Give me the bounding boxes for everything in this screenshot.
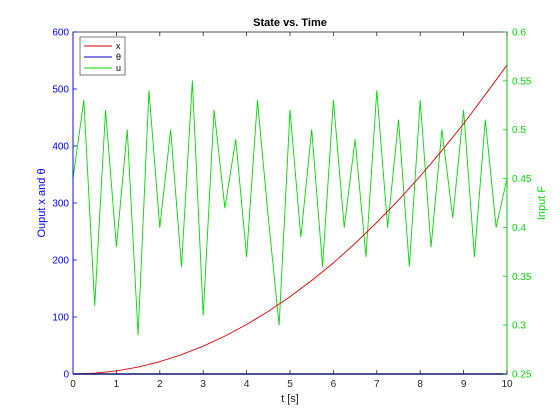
- plot-area: [73, 32, 507, 374]
- legend-label-theta: θ: [116, 52, 121, 62]
- left-axis-label: Ouput x and θ: [36, 168, 48, 237]
- legend: x θ u: [79, 36, 126, 76]
- series-u-line: [72, 80, 508, 336]
- x-tick-label: 6: [331, 379, 337, 390]
- series-x-line: [72, 64, 508, 375]
- x-axis-ticks: 0 1 2 3 4 5 6 7 8 9 10: [70, 32, 513, 390]
- right-y-tick-label: 0.4: [512, 223, 526, 234]
- legend-label-u: u: [116, 63, 121, 73]
- legend-box: [79, 36, 126, 76]
- x-tick-label: 4: [244, 379, 250, 390]
- x-tick-label: 1: [114, 379, 120, 390]
- legend-label-x: x: [116, 41, 121, 51]
- left-y-tick-label: 600: [52, 28, 69, 39]
- left-y-tick-label: 100: [52, 313, 69, 324]
- x-tick-label: 8: [417, 379, 423, 390]
- right-y-tick-label: 0.35: [512, 272, 532, 283]
- right-y-tick-label: 0.25: [512, 370, 532, 381]
- left-y-tick-label: 300: [52, 199, 69, 210]
- right-y-tick-label: 0.3: [512, 321, 526, 332]
- x-axis-label: t [s]: [281, 393, 299, 405]
- chart-title: State vs. Time: [253, 17, 327, 29]
- x-tick-label: 0: [70, 379, 76, 390]
- right-axis-label: Input F: [536, 186, 548, 221]
- right-y-tick-label: 0.6: [512, 28, 526, 39]
- right-y-tick-label: 0.5: [512, 125, 526, 136]
- right-axis-ticks: 0.25 0.3 0.35 0.4 0.45 0.5 0.55 0.6: [503, 28, 532, 381]
- left-axis-ticks: 0 100 200 300 400 500 600: [52, 28, 77, 381]
- right-y-tick-label: 0.45: [512, 174, 532, 185]
- x-tick-label: 10: [501, 379, 513, 390]
- left-y-tick-label: 500: [52, 85, 69, 96]
- left-y-tick-label: 400: [52, 142, 69, 153]
- x-tick-label: 5: [287, 379, 293, 390]
- x-tick-label: 7: [374, 379, 380, 390]
- x-tick-label: 3: [200, 379, 206, 390]
- left-y-tick-label: 0: [63, 370, 69, 381]
- x-tick-label: 9: [461, 379, 467, 390]
- right-y-tick-label: 0.55: [512, 76, 532, 87]
- x-tick-label: 2: [157, 379, 163, 390]
- left-y-tick-label: 200: [52, 256, 69, 267]
